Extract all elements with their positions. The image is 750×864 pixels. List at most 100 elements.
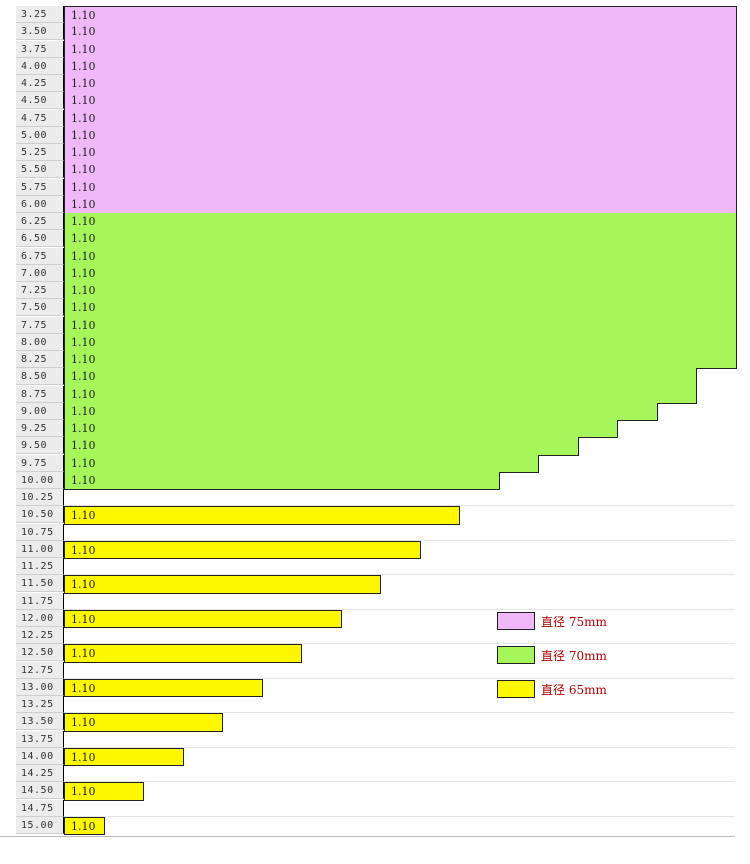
grid-cell bbox=[538, 75, 579, 94]
grid-cell bbox=[182, 609, 223, 628]
grid-cell bbox=[261, 195, 302, 214]
grid-cell bbox=[261, 644, 302, 663]
grid-cell bbox=[301, 540, 342, 559]
grid-cell bbox=[182, 195, 223, 214]
grid-cell bbox=[459, 178, 500, 197]
row-label: 14.25 bbox=[16, 765, 64, 782]
grid-cell bbox=[538, 23, 579, 42]
row-label: 5.50 bbox=[16, 161, 64, 179]
grid-cell bbox=[261, 385, 302, 404]
value-cell: 1.10 bbox=[64, 402, 105, 421]
grid-cell bbox=[380, 351, 421, 370]
grid-cell bbox=[301, 40, 342, 59]
grid-cell bbox=[301, 575, 342, 594]
grid-cell bbox=[459, 23, 500, 42]
grid-cell bbox=[261, 23, 302, 42]
grid-cell bbox=[103, 713, 144, 732]
grid-cell bbox=[340, 92, 381, 111]
grid-cell bbox=[419, 126, 460, 145]
grid-cell bbox=[143, 126, 184, 145]
row-label: 9.00 bbox=[16, 402, 64, 420]
grid-cell bbox=[498, 57, 539, 76]
grid-cell bbox=[143, 644, 184, 663]
row-label: 4.75 bbox=[16, 109, 64, 127]
grid-cell bbox=[419, 454, 460, 473]
grid-cell bbox=[340, 247, 381, 266]
grid-cell bbox=[103, 454, 144, 473]
row-label: 7.75 bbox=[16, 316, 64, 334]
grid-cell bbox=[103, 678, 144, 697]
grid-cell bbox=[538, 402, 579, 421]
grid-cell bbox=[577, 40, 618, 59]
grid-cell bbox=[380, 92, 421, 111]
grid-cell bbox=[656, 333, 697, 352]
grid-cell bbox=[222, 40, 263, 59]
grid-cell bbox=[380, 40, 421, 59]
value-cell: 1.10 bbox=[64, 816, 105, 835]
grid-cell bbox=[459, 368, 500, 387]
grid-cell bbox=[577, 75, 618, 94]
row-label: 9.25 bbox=[16, 420, 64, 437]
grid-cell bbox=[143, 230, 184, 249]
grid-cell bbox=[577, 57, 618, 76]
grid-cell bbox=[459, 282, 500, 301]
grid-cell bbox=[656, 213, 697, 232]
grid-cell bbox=[261, 299, 302, 318]
grid-cell bbox=[419, 92, 460, 111]
grid-cell bbox=[301, 230, 342, 249]
value-cell: 1.10 bbox=[64, 316, 105, 335]
grid-cell bbox=[182, 161, 223, 180]
grid-cell bbox=[340, 161, 381, 180]
grid-cell bbox=[143, 178, 184, 197]
grid-cell bbox=[498, 213, 539, 232]
grid-cell bbox=[380, 75, 421, 94]
grid-cell bbox=[656, 75, 697, 94]
grid-cell bbox=[617, 23, 658, 42]
grid-cell bbox=[498, 92, 539, 111]
grid-cell bbox=[459, 126, 500, 145]
grid-cell bbox=[696, 264, 737, 283]
grid-cell bbox=[419, 213, 460, 232]
grid-cell bbox=[261, 247, 302, 266]
grid-cell bbox=[143, 161, 184, 180]
grid-cell bbox=[143, 454, 184, 473]
grid-cell bbox=[459, 454, 500, 473]
grid-cell bbox=[261, 471, 302, 490]
grid-cell bbox=[459, 92, 500, 111]
grid-cell bbox=[577, 247, 618, 266]
grid-cell bbox=[617, 351, 658, 370]
grid-cell bbox=[103, 316, 144, 335]
grid-cell bbox=[182, 385, 223, 404]
grid-cell bbox=[498, 454, 539, 473]
grid-cell bbox=[498, 126, 539, 145]
grid-cell bbox=[498, 264, 539, 283]
grid-cell bbox=[498, 195, 539, 214]
grid-cell bbox=[261, 454, 302, 473]
value-cell: 1.10 bbox=[64, 57, 105, 76]
grid-cell bbox=[340, 351, 381, 370]
grid-cell bbox=[419, 75, 460, 94]
grid-cell bbox=[103, 351, 144, 370]
grid-cell bbox=[182, 368, 223, 387]
row-label: 7.25 bbox=[16, 282, 64, 299]
value-cell: 1.10 bbox=[64, 454, 105, 473]
grid-cell bbox=[577, 213, 618, 232]
legend-swatch bbox=[497, 612, 535, 630]
grid-cell bbox=[459, 213, 500, 232]
value-cell: 1.10 bbox=[64, 540, 105, 559]
row-label: 14.75 bbox=[16, 799, 64, 817]
grid-cell bbox=[340, 40, 381, 59]
legend-label: 直径 70mm bbox=[541, 649, 607, 663]
grid-cell bbox=[380, 282, 421, 301]
value-cell: 1.10 bbox=[64, 333, 105, 352]
grid-cell bbox=[419, 144, 460, 163]
grid-cell bbox=[498, 23, 539, 42]
grid-cell bbox=[538, 40, 579, 59]
grid-cell bbox=[143, 747, 184, 766]
grid-cell bbox=[301, 351, 342, 370]
empty-row bbox=[64, 765, 735, 782]
value-cell: 1.10 bbox=[64, 299, 105, 318]
grid-cell bbox=[261, 264, 302, 283]
grid-cell bbox=[340, 333, 381, 352]
grid-cell bbox=[419, 264, 460, 283]
